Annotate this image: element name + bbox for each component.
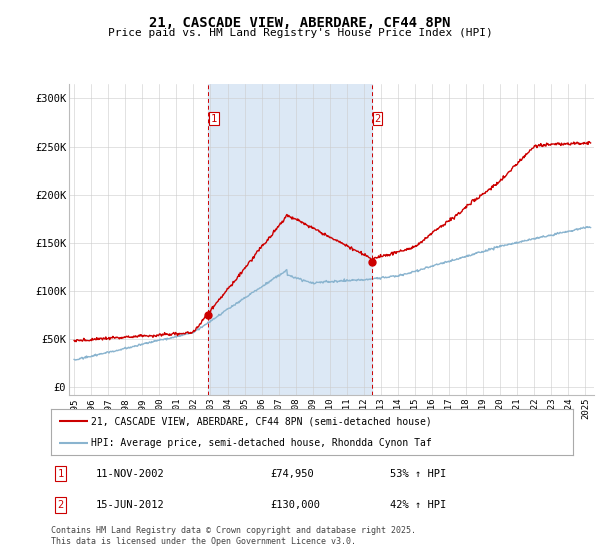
Text: 21, CASCADE VIEW, ABERDARE, CF44 8PN (semi-detached house): 21, CASCADE VIEW, ABERDARE, CF44 8PN (se… xyxy=(91,416,432,426)
Text: 53% ↑ HPI: 53% ↑ HPI xyxy=(391,469,446,479)
Text: Contains HM Land Registry data © Crown copyright and database right 2025.
This d: Contains HM Land Registry data © Crown c… xyxy=(51,526,416,546)
Text: 1: 1 xyxy=(211,114,217,124)
Text: £74,950: £74,950 xyxy=(270,469,314,479)
Text: 2: 2 xyxy=(57,500,64,510)
Text: £130,000: £130,000 xyxy=(270,500,320,510)
Text: 15-JUN-2012: 15-JUN-2012 xyxy=(95,500,164,510)
Text: HPI: Average price, semi-detached house, Rhondda Cynon Taf: HPI: Average price, semi-detached house,… xyxy=(91,438,432,448)
Text: Price paid vs. HM Land Registry's House Price Index (HPI): Price paid vs. HM Land Registry's House … xyxy=(107,28,493,38)
Bar xyxy=(208,84,372,395)
Text: 42% ↑ HPI: 42% ↑ HPI xyxy=(391,500,446,510)
Text: 2: 2 xyxy=(374,114,380,124)
Text: 11-NOV-2002: 11-NOV-2002 xyxy=(95,469,164,479)
Text: 21, CASCADE VIEW, ABERDARE, CF44 8PN: 21, CASCADE VIEW, ABERDARE, CF44 8PN xyxy=(149,16,451,30)
Text: 1: 1 xyxy=(57,469,64,479)
